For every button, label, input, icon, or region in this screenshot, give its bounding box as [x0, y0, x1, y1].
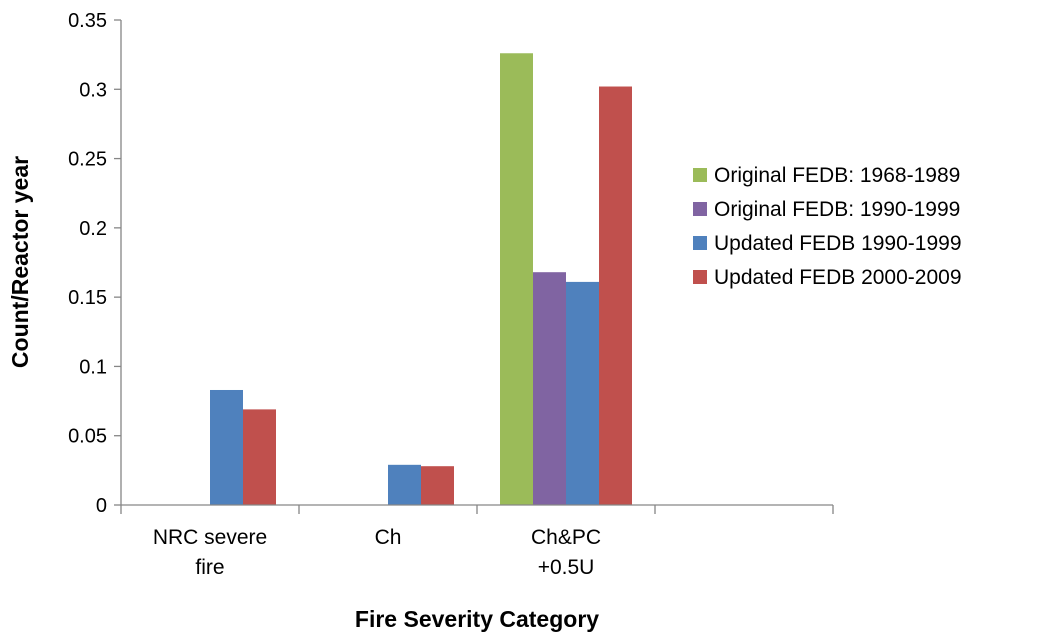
x-category-label-line: NRC severe	[153, 526, 267, 549]
y-tick-label: 0.05	[68, 426, 107, 448]
legend: Original FEDB: 1968-1989 Original FEDB: 1…	[693, 164, 962, 289]
bar-4-2	[421, 466, 454, 505]
x-category-label-line: +0.5U	[538, 556, 595, 579]
y-tick-label: 0.2	[79, 218, 107, 240]
bar-1-3	[500, 53, 533, 505]
bar-3-3	[566, 281, 599, 505]
x-category-label-line: Ch&PC	[531, 526, 601, 549]
x-category-label-line: Ch	[375, 526, 402, 549]
x-category-label: Ch&PC +0.5U	[531, 526, 601, 579]
legend-label: Original FEDB: 1990-1999	[714, 198, 960, 221]
y-tick-label: 0.35	[68, 10, 107, 32]
legend-label: Original FEDB: 1968-1989	[714, 164, 960, 187]
legend-swatch	[693, 168, 707, 182]
bar-3-2	[388, 464, 421, 505]
y-tick-label: 0.1	[79, 356, 107, 378]
x-axis-title: Fire Severity Category	[355, 606, 599, 632]
bar-4-1	[243, 409, 276, 505]
x-category-label: NRC severe fire	[153, 526, 267, 579]
bar-3-1	[210, 389, 243, 505]
bars-layer	[210, 53, 632, 505]
y-tick-label: 0.3	[79, 79, 107, 101]
y-tick-label: 0	[96, 495, 107, 517]
x-category-label-line: fire	[195, 556, 224, 579]
legend-swatch	[693, 202, 707, 216]
y-axis-title: Count/Reactor year	[7, 156, 33, 368]
legend-label: Updated FEDB 2000-2009	[714, 266, 962, 289]
y-tick-label: 0.25	[68, 149, 107, 171]
bar-2-3	[533, 272, 566, 505]
legend-swatch	[693, 270, 707, 284]
legend-label: Updated FEDB 1990-1999	[714, 232, 962, 255]
legend-swatch	[693, 236, 707, 250]
axes-layer: 0 0.05 0.1 0.15 0.2 0.25 0.3 0.35 NRC severe fire…	[68, 10, 834, 579]
bar-4-3	[599, 86, 632, 505]
y-tick-label: 0.15	[68, 287, 107, 309]
x-category-label: Ch	[375, 526, 402, 549]
